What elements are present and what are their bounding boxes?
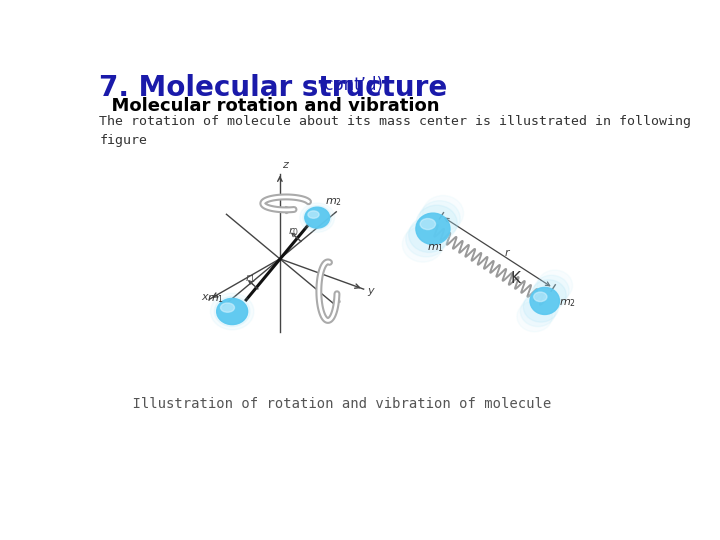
Text: Illustration of rotation and vibration of molecule: Illustration of rotation and vibration o… [99,397,552,411]
Ellipse shape [416,213,450,245]
Ellipse shape [409,217,449,252]
Ellipse shape [530,287,559,314]
Text: $m_1$: $m_1$ [427,242,444,254]
Ellipse shape [517,301,552,332]
Text: x: x [202,292,208,302]
Text: z: z [282,160,288,170]
Ellipse shape [531,280,566,310]
Text: $r_1$: $r_1$ [245,272,256,285]
Ellipse shape [215,296,250,327]
Text: $m_1$: $m_1$ [207,293,225,305]
Ellipse shape [521,296,556,327]
Ellipse shape [300,203,335,232]
Text: 7. Molecular structure: 7. Molecular structure [99,74,448,102]
Ellipse shape [406,221,446,257]
Ellipse shape [303,206,331,230]
Ellipse shape [210,293,254,330]
Text: Molecular rotation and vibration: Molecular rotation and vibration [99,97,440,115]
Ellipse shape [416,205,457,241]
Text: y: y [367,286,374,296]
Ellipse shape [537,270,572,301]
Ellipse shape [419,201,460,237]
Text: $m_2$: $m_2$ [325,196,342,207]
Text: $r$: $r$ [504,247,511,258]
Ellipse shape [423,195,464,231]
Text: The rotation of molecule about its mass center is illustrated in following
figur: The rotation of molecule about its mass … [99,115,691,147]
Ellipse shape [305,207,330,228]
Ellipse shape [402,226,444,262]
Ellipse shape [217,299,247,324]
Text: $m_2$: $m_2$ [559,297,576,308]
Ellipse shape [523,292,559,322]
Ellipse shape [534,275,570,306]
Ellipse shape [305,208,329,227]
Text: (cont’d): (cont’d) [319,76,384,93]
Text: $r_0$: $r_0$ [288,225,299,238]
Ellipse shape [217,299,248,325]
Ellipse shape [220,303,235,312]
Ellipse shape [308,211,319,218]
Ellipse shape [420,219,436,230]
Ellipse shape [534,292,547,301]
Text: K: K [510,272,521,287]
